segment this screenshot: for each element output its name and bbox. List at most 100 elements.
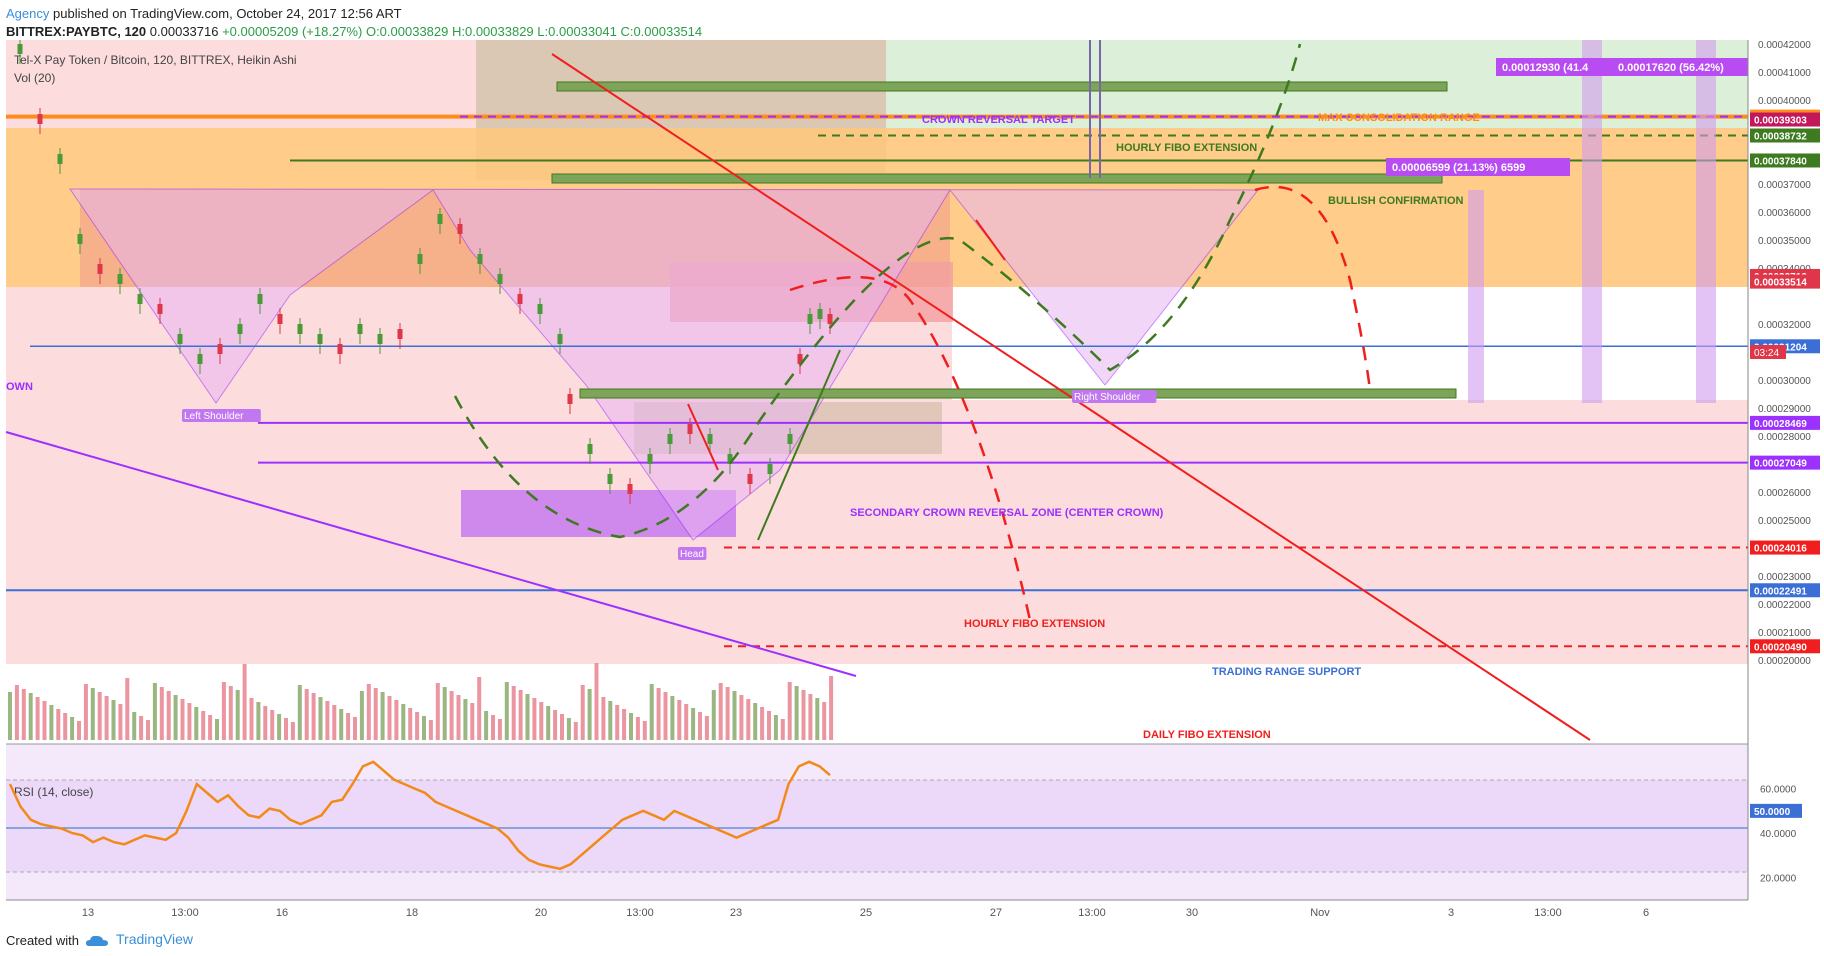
bearish-projection-path — [789, 275, 1032, 621]
volume-bar — [649, 684, 654, 740]
volume-bar — [242, 664, 247, 740]
price-tag-bg — [1750, 583, 1820, 598]
y-tick-label: 0.00032000 — [1758, 320, 1811, 331]
volume-bar — [794, 686, 799, 740]
volume-bar — [484, 711, 489, 740]
volume-bar — [297, 685, 302, 740]
volume-bar — [104, 696, 109, 740]
volume-bar — [704, 716, 709, 740]
volume-bar — [187, 703, 192, 740]
candle-body — [77, 234, 83, 244]
volume-bar — [560, 714, 564, 740]
volume-bar — [504, 682, 509, 740]
y-tick-label: 0.00042000 — [1758, 40, 1811, 51]
tradingview-cloud-icon — [86, 935, 108, 946]
green-level-bar-2 — [579, 388, 1457, 399]
volume-bar — [28, 693, 33, 740]
price-tag: 0.00020490 — [1754, 642, 1807, 653]
price-chart[interactable]: CROWN REVERSAL TARGET MAX CONSOLIDATION R… — [0, 40, 1824, 924]
rsi-line — [8, 760, 831, 871]
volume-bar — [601, 697, 606, 740]
right-shoulder-label-bg — [1072, 390, 1157, 403]
candle-body — [687, 424, 693, 434]
candle-body — [357, 324, 363, 334]
measure-label-3: 0.00017620 (56.42%) — [1618, 62, 1724, 74]
volume-bar — [8, 692, 12, 740]
volume-bar — [760, 707, 765, 740]
price-axis — [1748, 40, 1824, 900]
volume-bar — [822, 702, 827, 740]
volume-bar — [125, 678, 130, 740]
volume-bar — [477, 677, 482, 740]
volume-bar — [456, 695, 461, 740]
measure-label-2: 0.00012930 (41.4 — [1502, 62, 1589, 74]
volume-bar — [746, 699, 751, 740]
candle-body — [157, 304, 163, 314]
x-tick-label: 20 — [535, 907, 547, 919]
tradingview-brand-link[interactable]: TradingView — [116, 931, 194, 947]
left-shoulder-label: Left Shoulder — [184, 411, 244, 422]
volume-bar — [97, 692, 102, 740]
volume-bar — [380, 692, 385, 740]
volume-bar — [808, 694, 813, 740]
annotation-label: HOURLY FIBO EXTENSION — [964, 618, 1105, 630]
volume-bar — [194, 707, 199, 740]
y-tick-label: 0.00025000 — [1758, 516, 1811, 527]
price-tag: 0.00022491 — [1754, 586, 1807, 597]
candle-body — [317, 334, 323, 344]
annotation-label: TRADING RANGE SUPPORT — [1212, 666, 1361, 678]
volume-bar — [77, 721, 81, 740]
volume-bar — [166, 691, 171, 740]
volume-bar — [173, 695, 178, 740]
price-tag: 0.00037840 — [1754, 156, 1807, 167]
volume-bar — [325, 701, 330, 740]
volume-bar — [215, 719, 219, 740]
volume-bar — [263, 706, 268, 740]
volume-bar — [284, 718, 288, 740]
symbol-name: BITTREX:PAYBTC, 120 — [6, 24, 147, 39]
price-tag-bg — [1750, 639, 1820, 654]
candle-body — [727, 454, 733, 464]
volume-bar — [608, 701, 613, 740]
y-tick-label: 0.00036000 — [1758, 208, 1811, 219]
volume-bar — [394, 700, 399, 740]
candle-body — [337, 344, 343, 354]
volume-bar — [428, 720, 433, 740]
volume-bar — [573, 722, 578, 740]
price-tag-bg — [1750, 153, 1820, 168]
head-label: Head — [680, 549, 704, 560]
volume-bar — [49, 705, 54, 740]
volume-bar — [739, 695, 744, 740]
volume-bar — [435, 683, 440, 740]
candle-body — [17, 44, 23, 54]
head-label-bg — [678, 547, 707, 560]
published-text: published on TradingView.com, October 24… — [53, 6, 402, 21]
volume-bar — [401, 704, 406, 740]
right-shoulder-label: Right Shoulder — [1074, 392, 1141, 403]
x-tick-label: 30 — [1186, 907, 1198, 919]
volume-bar — [290, 722, 295, 740]
volume-bar — [270, 710, 275, 740]
volume-bar — [311, 693, 316, 740]
y-tick-label: 0.00028000 — [1758, 432, 1811, 443]
candle-body — [517, 294, 523, 304]
y-tick-label: 0.00022000 — [1758, 600, 1811, 611]
volume-bar — [629, 713, 633, 740]
volume-bar — [146, 720, 150, 740]
purple-downtrend-line — [5, 431, 857, 677]
volume-bar — [587, 689, 592, 740]
bearish-projection-path-right — [1254, 185, 1372, 391]
volume-bar — [801, 690, 806, 740]
candle-body — [257, 294, 263, 304]
author-link[interactable]: Agency — [6, 6, 50, 21]
candle-body — [817, 309, 823, 319]
volume-bar — [56, 709, 61, 740]
volume-bar — [208, 715, 213, 740]
rsi-title: RSI (14, close) — [14, 785, 93, 799]
volume-bar — [829, 676, 834, 740]
volume-bar — [221, 682, 226, 740]
volume-bar — [718, 683, 723, 740]
volume-bar — [449, 691, 454, 740]
candle-body — [707, 434, 713, 444]
volume-bar — [63, 713, 68, 740]
